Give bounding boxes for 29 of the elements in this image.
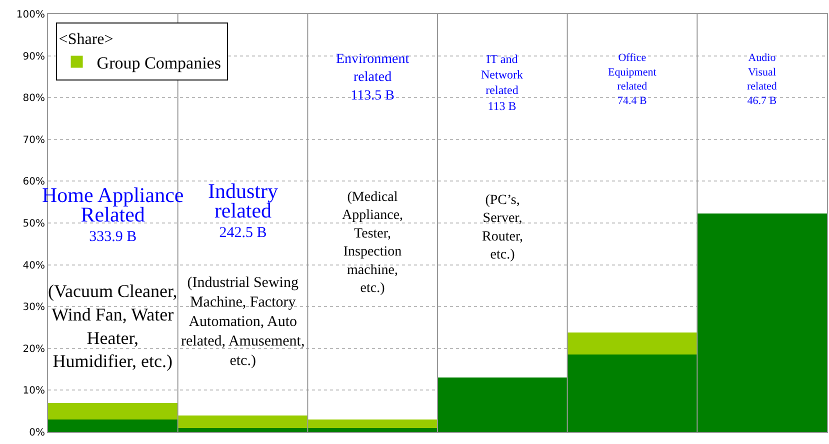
annotation: 74.4 B — [617, 94, 647, 107]
annotation: 113.5 B — [350, 88, 394, 104]
y-tick-label: 100% — [16, 10, 45, 20]
annotation: 333.9 B — [89, 229, 137, 245]
y-tick-label: 10% — [22, 386, 45, 397]
annotation: (Industrial Sewing Machine, Factory Automation, Auto related, Amusement, etc.) — [181, 275, 305, 369]
y-tick-label: 60% — [22, 176, 45, 188]
annotation: 242.5 B — [219, 225, 267, 241]
x-tick-label: Industry related — [208, 179, 278, 222]
x-tick-label: IT and Network related — [481, 52, 523, 98]
y-tick-label: 90% — [22, 51, 45, 62]
legend-label: Group Companies — [96, 53, 221, 72]
annotation: (PC’s, Server, Router, etc.) — [482, 193, 524, 263]
x-tick-label: Office Equipment related — [608, 52, 656, 93]
y-tick-label: 20% — [22, 344, 45, 355]
x-tick-label: Environment related — [336, 52, 410, 86]
annotation: 113 B — [488, 98, 516, 113]
bar — [567, 332, 698, 354]
y-tick-label: 80% — [22, 93, 45, 104]
y-tick-label: 40% — [22, 260, 45, 272]
y-tick-label: 0% — [29, 428, 45, 438]
annotation: 46.7 B — [747, 94, 777, 107]
legend-title: <Share> — [58, 31, 114, 48]
y-tick-label: 50% — [22, 218, 45, 230]
y-tick-label: 70% — [22, 134, 45, 146]
annotation: (Medical Appliance, Tester, Inspection machine, etc.) — [342, 190, 404, 296]
y-tick-label: 30% — [22, 302, 45, 314]
x-tick-label: Audio Visual related — [747, 52, 778, 93]
annotation: (Vacuum Cleaner, Wind Fan, Water Heater, Humidifier, etc.) — [48, 281, 178, 372]
